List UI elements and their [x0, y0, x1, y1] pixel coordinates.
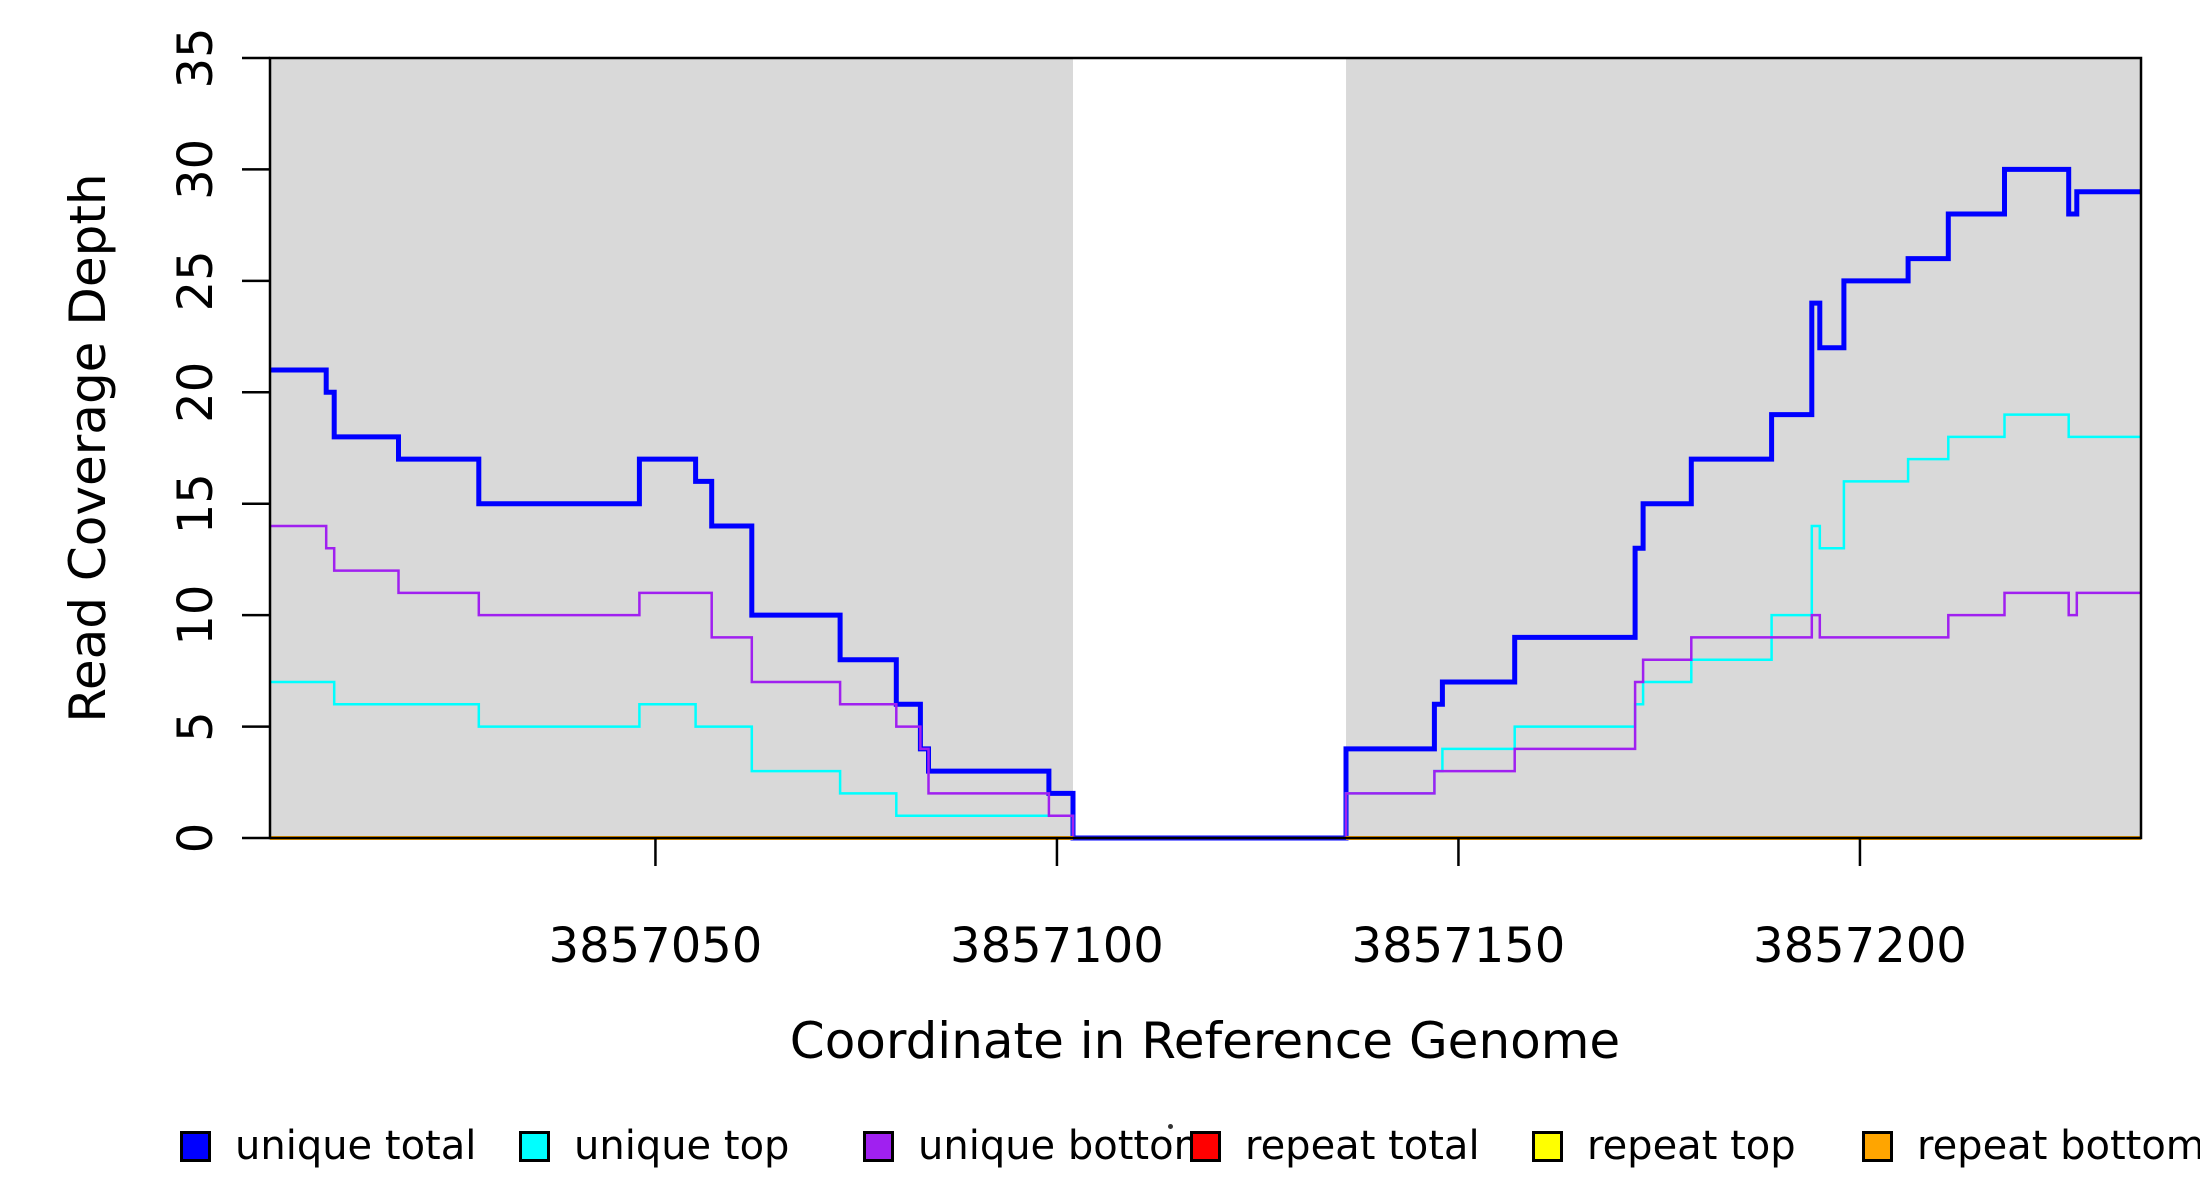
- y-tick-label: 5: [168, 711, 224, 742]
- legend-label: repeat top: [1587, 1123, 1796, 1169]
- stray-dot-artifact: [1168, 1124, 1173, 1129]
- legend-label: unique bottom: [918, 1123, 1213, 1169]
- shaded-repeat-regions: [270, 58, 2141, 838]
- y-tick-label: 30: [168, 139, 224, 200]
- repeat-region-shading: [1346, 58, 2141, 838]
- legend-label: repeat bottom: [1917, 1123, 2200, 1169]
- repeat-bottom-swatch-icon: [1862, 1130, 1893, 1162]
- y-tick-label: 0: [168, 823, 224, 854]
- x-tick-label: 3857100: [950, 918, 1164, 974]
- legend: unique total unique top unique bottom re…: [0, 0, 2200, 1166]
- y-tick-label: 10: [168, 585, 224, 646]
- series-unique-bottom: [270, 524, 2141, 840]
- x-axis-title: Coordinate in Reference Genome: [790, 1012, 1620, 1070]
- plot-border-box: [268, 56, 2143, 840]
- x-tick-label: 3857150: [1352, 918, 1566, 974]
- x-tick-label: 3857200: [1753, 918, 1967, 974]
- repeat-total-swatch-icon: [1190, 1130, 1221, 1162]
- unique-total-swatch-icon: [180, 1130, 211, 1162]
- y-tick-label: 25: [168, 250, 224, 311]
- repeat-region-shading: [270, 58, 1074, 838]
- legend-item-repeat-total: repeat total: [1190, 1126, 1480, 1166]
- y-axis: 0 5 10 15 20 25 30 35: [168, 27, 270, 853]
- y-axis-title: Read Coverage Depth: [59, 173, 117, 722]
- legend-item-repeat-bottom: repeat bottom: [1862, 1126, 2200, 1166]
- legend-item-repeat-top: repeat top: [1532, 1126, 1796, 1166]
- legend-item-unique-total: unique total: [180, 1126, 476, 1166]
- series-unique-top: [270, 413, 2141, 840]
- y-tick-label: 15: [168, 473, 224, 534]
- legend-label: unique top: [574, 1123, 790, 1169]
- x-tick-label: 3857050: [549, 918, 763, 974]
- legend-label: unique total: [235, 1123, 477, 1169]
- legend-item-unique-bottom: unique bottom: [863, 1126, 1213, 1166]
- y-tick-label: 20: [168, 362, 224, 423]
- x-axis: 3857050 3857100 3857150 3857200: [549, 838, 1967, 974]
- unique-top-swatch-icon: [519, 1130, 550, 1162]
- series-unique-total: [270, 166, 2141, 841]
- repeat-top-swatch-icon: [1532, 1130, 1563, 1162]
- y-tick-label: 35: [168, 27, 224, 88]
- legend-item-unique-top: unique top: [519, 1126, 789, 1166]
- legend-label: repeat total: [1245, 1123, 1480, 1169]
- unique-bottom-swatch-icon: [863, 1130, 894, 1162]
